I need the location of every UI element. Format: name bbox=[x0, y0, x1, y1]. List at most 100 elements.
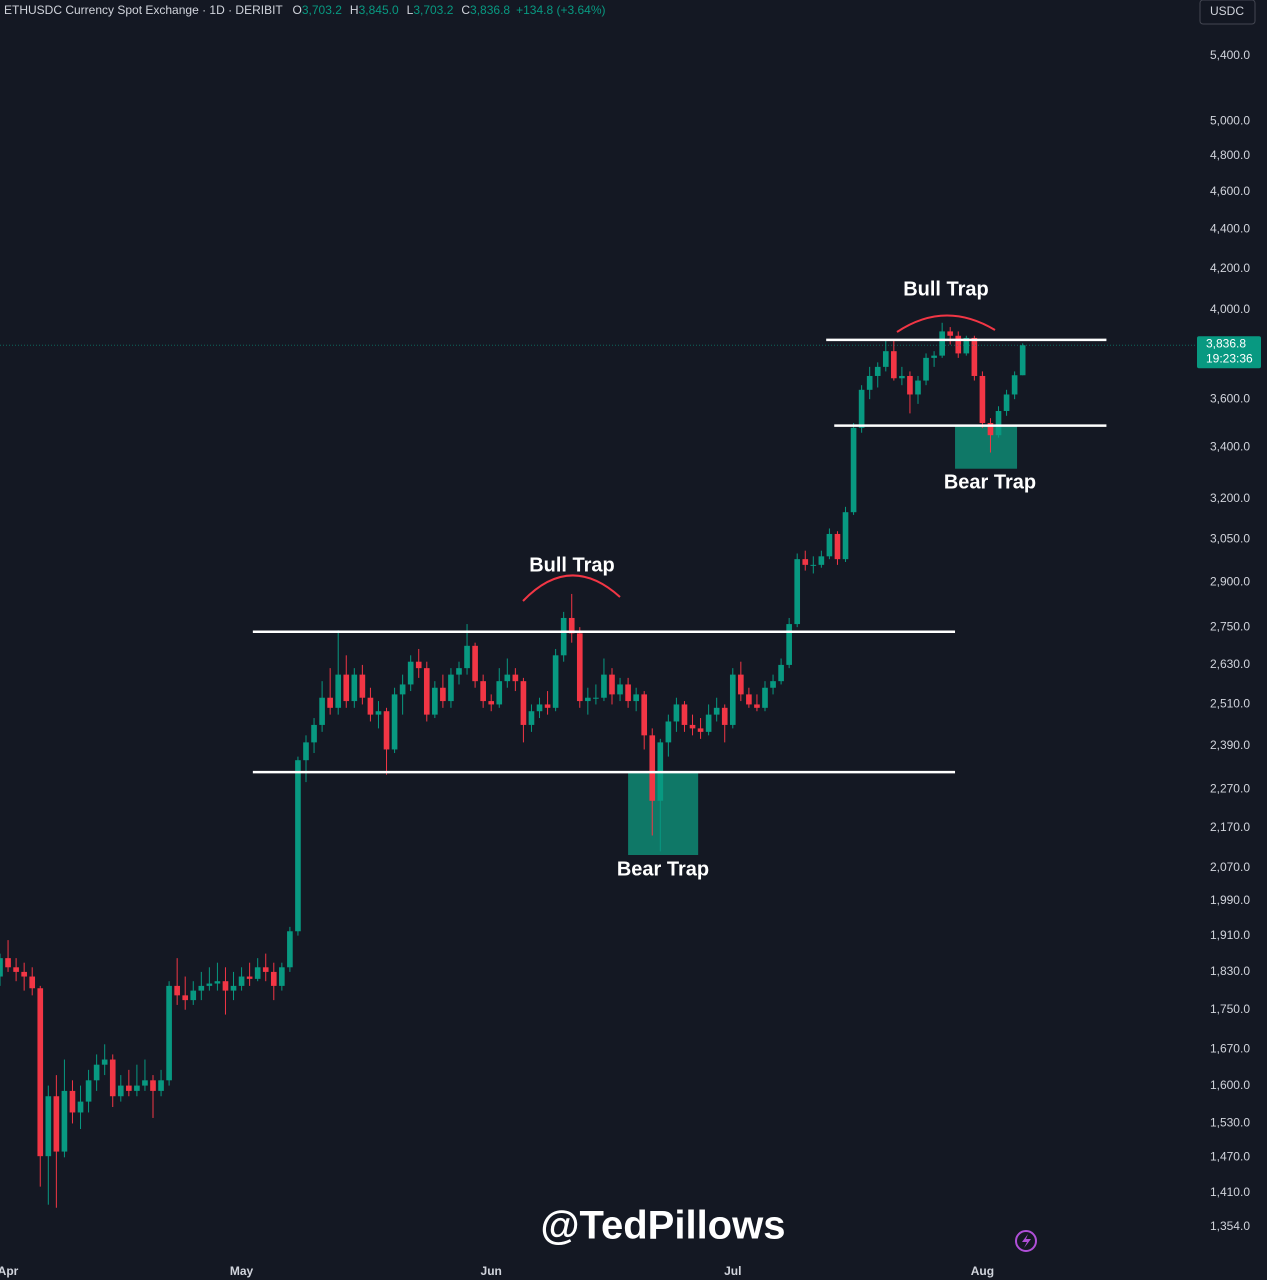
candle-body bbox=[874, 366, 881, 376]
y-tick-label: 2,270.0 bbox=[1210, 782, 1250, 796]
candle-body bbox=[399, 684, 406, 695]
candle-body bbox=[311, 724, 317, 743]
candle-body bbox=[150, 1080, 156, 1091]
candle-body bbox=[335, 674, 342, 708]
candle-body bbox=[464, 645, 470, 669]
candle-body bbox=[21, 971, 27, 977]
candle-body bbox=[891, 351, 897, 379]
header: ETHUSDC Currency Spot Exchange · 1D · DE… bbox=[4, 3, 606, 17]
candle-body bbox=[609, 674, 615, 695]
y-tick-label: 4,600.0 bbox=[1210, 184, 1250, 198]
currency: USDC bbox=[1210, 4, 1244, 18]
candle-body bbox=[746, 694, 752, 705]
candle-body bbox=[93, 1064, 100, 1081]
candle-body bbox=[375, 711, 382, 715]
candle-body bbox=[721, 707, 728, 725]
annotation: Bear Trap bbox=[944, 471, 1036, 493]
annotation: Bull Trap bbox=[529, 554, 615, 576]
candle-body bbox=[222, 981, 229, 991]
candle-body bbox=[738, 674, 744, 695]
candle-body bbox=[206, 983, 213, 986]
candle-body bbox=[568, 617, 575, 634]
candle-body bbox=[979, 375, 986, 424]
candle-body bbox=[480, 681, 486, 702]
y-tick-label: 4,000.0 bbox=[1210, 302, 1250, 316]
candle-body bbox=[585, 697, 591, 702]
candle-body bbox=[117, 1085, 124, 1097]
price-box bbox=[1197, 336, 1261, 369]
y-tick-label: 1,470.0 bbox=[1210, 1149, 1250, 1163]
currency-box[interactable] bbox=[1199, 0, 1256, 25]
ohlc-key: C bbox=[461, 3, 470, 17]
candle-body bbox=[536, 704, 543, 712]
candle-body bbox=[270, 971, 277, 986]
candle-body bbox=[158, 1080, 164, 1091]
y-tick-label: 1,600.0 bbox=[1210, 1078, 1250, 1092]
candle-body bbox=[126, 1085, 132, 1091]
y-tick-label: 2,070.0 bbox=[1210, 860, 1250, 874]
y-tick-label: 3,050.0 bbox=[1210, 532, 1250, 546]
candle-body bbox=[681, 704, 688, 725]
y-tick-label: 2,630.0 bbox=[1210, 657, 1250, 671]
candle-body bbox=[899, 375, 905, 379]
y-tick-label: 2,900.0 bbox=[1210, 574, 1250, 588]
y-tick-label: 1,670.0 bbox=[1210, 1042, 1250, 1056]
candle-body bbox=[230, 985, 237, 991]
candle-body bbox=[520, 681, 527, 725]
candle-body bbox=[826, 533, 833, 557]
candle-body bbox=[601, 674, 607, 698]
x-tick-label: Aug bbox=[971, 1264, 994, 1278]
plot bbox=[0, 322, 1195, 1208]
candle-body bbox=[649, 735, 656, 801]
x-tick-label: Jun bbox=[481, 1264, 502, 1278]
arc bbox=[522, 574, 621, 602]
candle-body bbox=[359, 674, 366, 698]
ohlc-key: H bbox=[350, 3, 359, 17]
candle-body bbox=[29, 976, 36, 989]
candle-body bbox=[931, 355, 937, 358]
y-tick-label: 1,750.0 bbox=[1210, 1002, 1250, 1016]
candle-body bbox=[995, 411, 1002, 436]
candle-body bbox=[810, 564, 817, 566]
candle-body bbox=[295, 760, 301, 932]
candle-body bbox=[5, 958, 11, 968]
candle-body bbox=[544, 704, 551, 708]
candle-body bbox=[61, 1090, 68, 1152]
icon[interactable] bbox=[1015, 1230, 1037, 1252]
candle-body bbox=[182, 995, 189, 1001]
candle-body bbox=[794, 559, 801, 625]
candle-body bbox=[641, 694, 648, 736]
candle-body bbox=[971, 337, 978, 376]
candle-body bbox=[303, 742, 309, 761]
candle-body bbox=[53, 1096, 60, 1152]
candle-body bbox=[617, 684, 623, 695]
candle-body bbox=[134, 1085, 140, 1091]
candle-body bbox=[778, 664, 784, 682]
candle-body bbox=[858, 389, 865, 428]
candle-body bbox=[101, 1059, 108, 1065]
candle-body bbox=[254, 967, 261, 979]
candle-body bbox=[45, 1096, 52, 1157]
candle-body bbox=[456, 668, 462, 675]
ohlc-value: 3,703.2 bbox=[302, 3, 342, 17]
candle-body bbox=[238, 976, 245, 986]
icon-bolt bbox=[1022, 1234, 1031, 1248]
candle-body bbox=[850, 427, 857, 513]
candle-body bbox=[576, 633, 583, 702]
candle-body bbox=[786, 624, 792, 665]
x-tick-label: May bbox=[230, 1264, 254, 1278]
candle-body bbox=[802, 559, 809, 565]
ohlc-key: O bbox=[293, 3, 302, 17]
candle-body bbox=[407, 661, 414, 685]
candle-body bbox=[423, 668, 430, 715]
candle-body bbox=[488, 701, 495, 705]
candle-body bbox=[85, 1080, 92, 1102]
y-tick-label: 1,910.0 bbox=[1210, 928, 1250, 942]
y-tick-label: 4,800.0 bbox=[1210, 148, 1250, 162]
y-tick-label: 5,400.0 bbox=[1210, 48, 1250, 62]
watermark: @TedPillows bbox=[541, 1204, 786, 1248]
y-tick-label: 2,170.0 bbox=[1210, 820, 1250, 834]
x-tick-label: Jul bbox=[724, 1264, 741, 1278]
candle-body bbox=[246, 976, 253, 979]
candle-body bbox=[174, 985, 180, 996]
